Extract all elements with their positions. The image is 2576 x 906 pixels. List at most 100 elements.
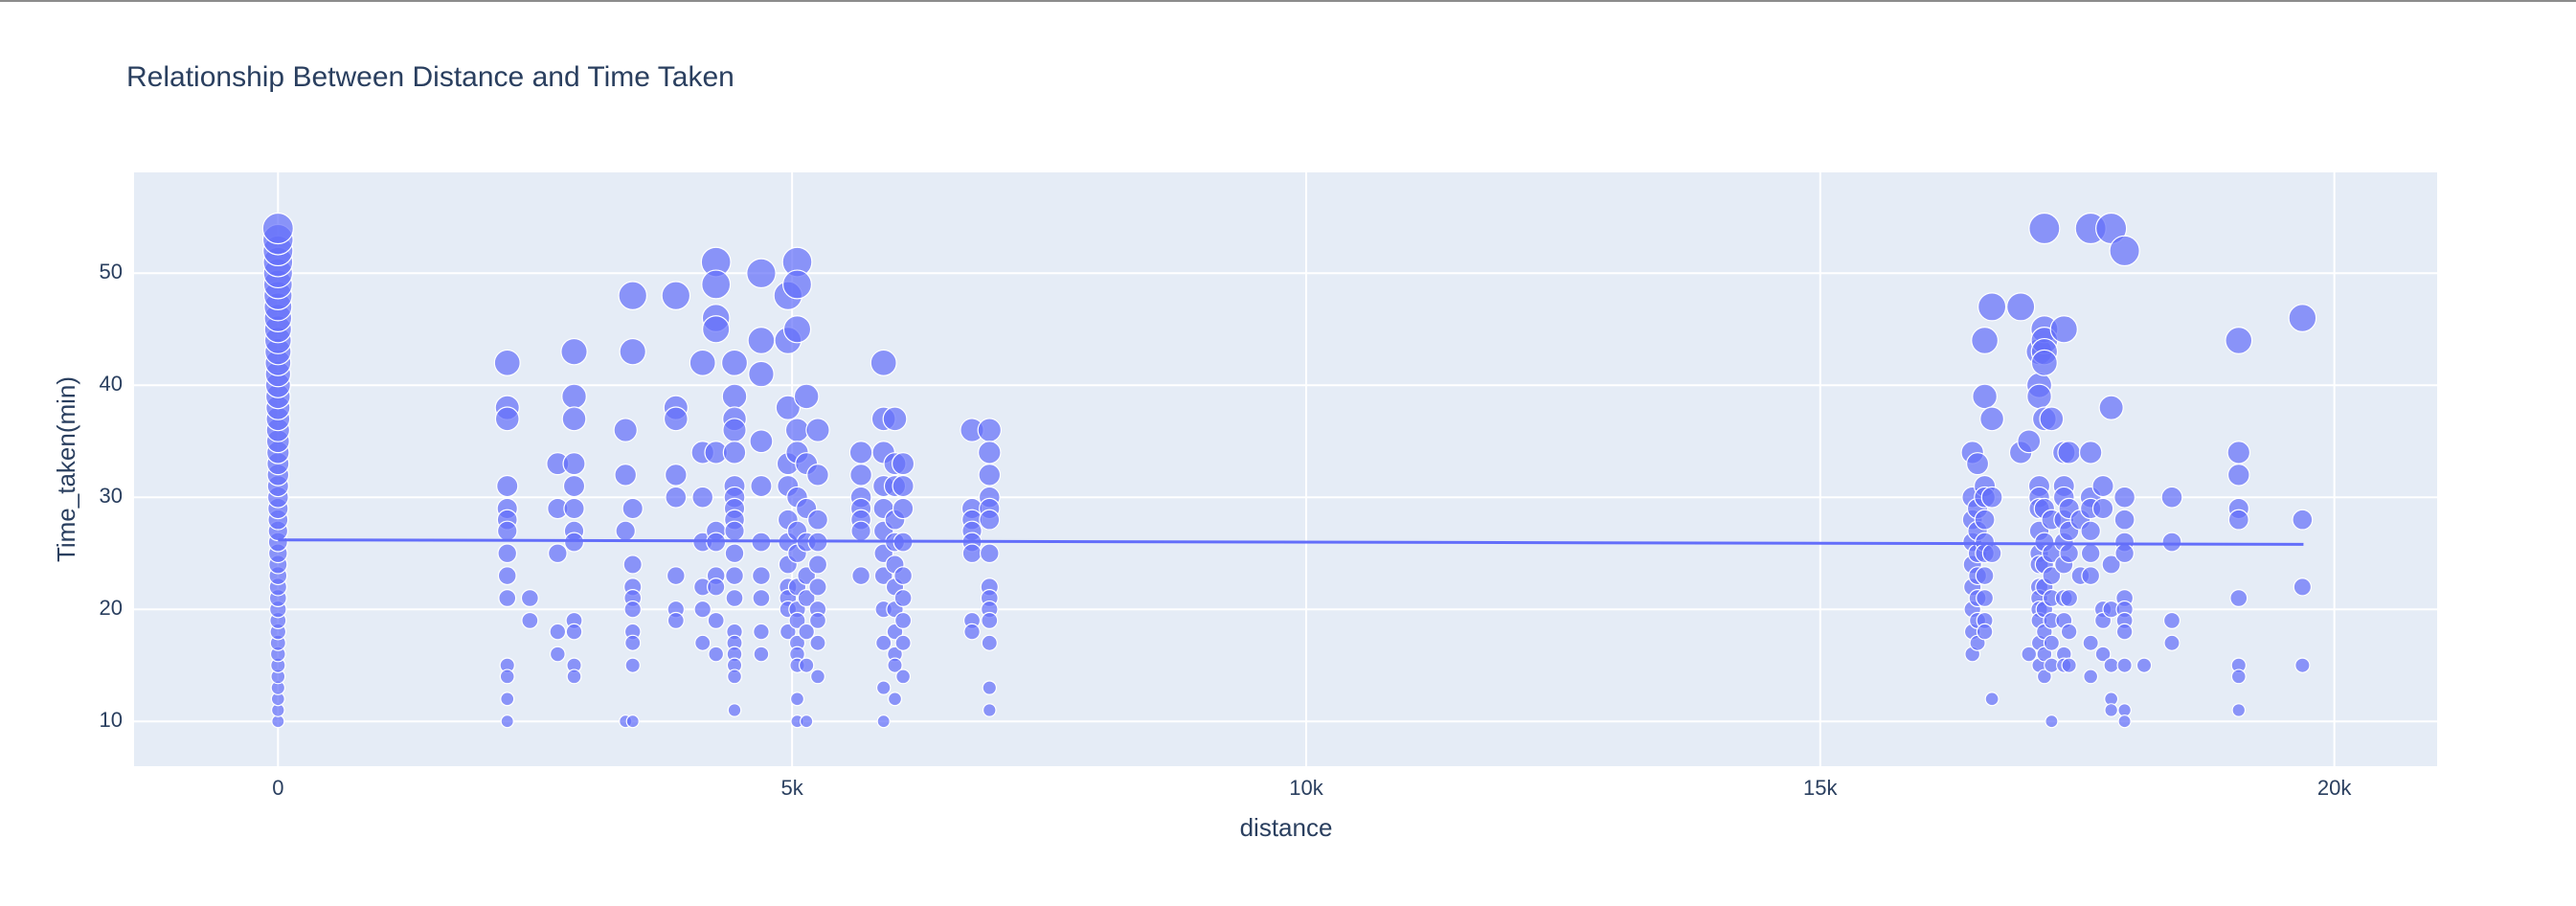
data-point [746,258,777,289]
data-point [2113,486,2136,509]
data-point [798,623,816,641]
data-point [493,349,521,376]
data-point [618,281,648,310]
data-point [727,703,742,717]
data-point [748,360,775,388]
data-point [1972,383,1998,410]
data-point [561,383,587,410]
data-point [562,452,586,476]
data-point [979,543,1000,564]
data-point [1984,691,2000,707]
data-point [2057,441,2081,464]
data-point [722,441,747,464]
data-point [624,634,642,651]
data-point [2288,304,2317,332]
data-point [725,589,744,608]
data-point [982,703,997,717]
data-point [496,474,519,498]
data-point [261,212,294,245]
data-point [2059,543,2079,564]
data-point [753,646,770,663]
data-point [788,611,806,629]
data-point [798,657,815,673]
data-point [693,600,712,619]
data-point [499,668,515,685]
data-point [664,463,688,487]
data-point [782,315,812,344]
chart-title: Relationship Between Distance and Time T… [126,61,734,93]
data-point [752,589,771,608]
data-point [665,486,688,509]
y-tick-label: 10 [100,708,123,732]
data-point [1976,623,1994,641]
data-point [2160,486,2183,509]
data-point [549,623,567,641]
data-point [2231,703,2247,717]
data-point [2101,555,2121,575]
data-point [2162,611,2181,629]
data-point [2017,429,2042,454]
data-point [2078,441,2103,464]
data-point [981,611,999,629]
data-point [725,566,744,586]
data-point [2098,395,2124,420]
data-point [2116,657,2133,673]
data-point [893,566,914,586]
data-point [613,418,638,442]
data-point [2114,543,2135,564]
data-point [981,634,998,651]
data-point [850,520,871,542]
data-point [1976,589,1995,608]
data-point [661,281,691,310]
data-point [851,566,870,586]
data-point [808,578,827,597]
data-point [724,520,745,542]
data-point [875,634,893,651]
data-point [2049,315,2078,344]
data-point [977,418,1002,442]
data-point [1979,406,2005,432]
data-point [2115,623,2134,641]
data-point [978,441,1002,464]
data-point [2080,543,2101,564]
data-point [2227,509,2249,531]
data-point [2091,474,2114,498]
data-point [497,566,517,586]
data-point [566,668,582,685]
data-point [2292,509,2314,531]
top-border [0,0,2576,2]
data-point [2060,623,2078,641]
y-tick-label: 30 [100,484,123,508]
data-point [1977,292,2007,322]
data-point [797,589,816,608]
data-point [2226,463,2250,487]
data-point [789,691,805,707]
data-point [978,463,1002,487]
data-point [1974,509,1996,531]
scatter-points [261,212,2317,729]
y-tick-label: 20 [100,596,123,620]
x-tick-label: 5k [781,776,804,800]
data-point [707,611,725,629]
y-tick-label: 50 [100,260,123,283]
x-tick-labels: 0 5k 10k 15k 20k [272,776,2352,800]
data-point [963,623,981,641]
data-point [747,327,776,354]
data-point [701,269,732,300]
data-point [848,441,873,464]
data-point [2081,566,2101,586]
data-point [663,406,689,432]
data-point [500,691,515,707]
data-point [2104,703,2118,717]
data-point [894,611,913,629]
data-point [810,668,825,685]
data-point [2042,566,2062,586]
data-point [979,509,1001,531]
data-point [2117,714,2132,729]
data-point [549,646,566,663]
data-point [800,714,814,729]
data-point [892,452,915,476]
data-point [2039,406,2065,432]
data-point [722,418,747,442]
data-point [752,566,771,586]
